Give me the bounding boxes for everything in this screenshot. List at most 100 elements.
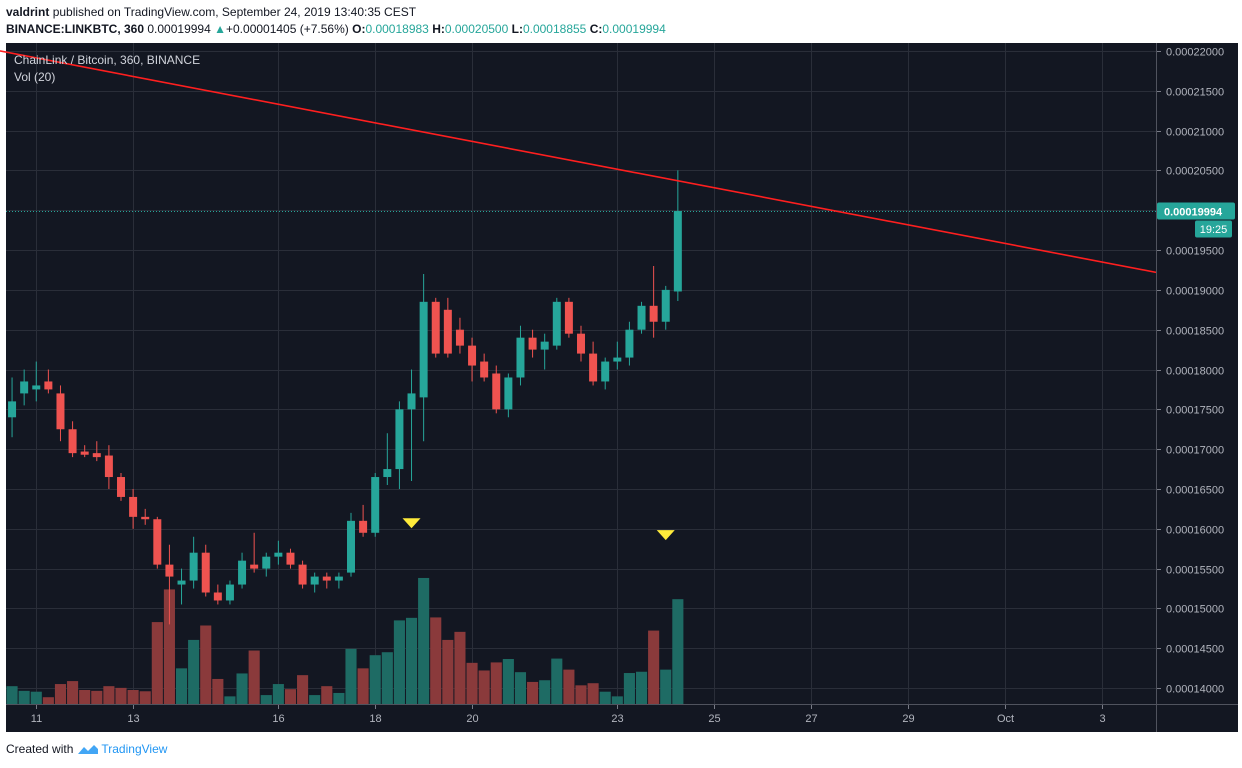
candle-body xyxy=(250,564,259,569)
candle-body xyxy=(8,401,17,418)
y-tick-label: 0.00021500 xyxy=(1166,87,1224,99)
volume-bars xyxy=(6,577,684,704)
candle-body xyxy=(32,385,41,390)
high-label: H: xyxy=(432,22,445,36)
candle-body xyxy=(286,552,295,565)
volume-bar xyxy=(551,658,563,704)
open-label: O: xyxy=(352,22,366,36)
candle-body xyxy=(480,361,489,378)
volume-bar xyxy=(405,617,418,704)
x-tick-label: 3 xyxy=(1099,713,1105,725)
y-tick-label: 0.00016500 xyxy=(1166,485,1224,497)
tradingview-brand[interactable]: TradingView xyxy=(77,742,167,756)
volume-bar xyxy=(79,689,91,704)
candle-body xyxy=(564,301,573,334)
candle-body xyxy=(492,373,501,410)
footer: Created with TradingView xyxy=(6,742,167,756)
volume-bar xyxy=(248,650,260,704)
y-tick-label: 0.00019000 xyxy=(1166,286,1224,298)
candle-body xyxy=(129,496,138,517)
volume-bar xyxy=(393,620,405,704)
signal-marker xyxy=(402,518,421,529)
last-price-text: 0.00019994 xyxy=(147,22,211,36)
high-value: 0.00020500 xyxy=(444,22,509,36)
candle-body xyxy=(117,477,125,497)
candle-body xyxy=(189,552,198,581)
y-tick-label: 0.00017000 xyxy=(1166,445,1224,457)
candle-body xyxy=(165,564,174,577)
volume-bar xyxy=(442,639,454,704)
volume-bar xyxy=(188,639,200,704)
candle-body xyxy=(371,477,380,533)
x-tick-label: 27 xyxy=(805,713,817,725)
candle-body xyxy=(213,592,222,601)
candle-body xyxy=(468,345,477,366)
candle-body xyxy=(347,520,355,573)
candle-body xyxy=(601,361,610,382)
candle-body xyxy=(80,451,89,455)
candle-body xyxy=(528,337,537,350)
x-tick-label: 13 xyxy=(127,713,139,725)
candle-body xyxy=(395,409,404,470)
volume-bar xyxy=(175,668,188,704)
x-tick-label: 23 xyxy=(611,713,623,725)
volume-bar xyxy=(514,672,527,704)
volume-bar xyxy=(18,690,30,704)
x-tick-label: 29 xyxy=(902,713,914,725)
candle-body xyxy=(68,429,77,454)
volume-bar xyxy=(103,686,115,704)
tradingview-logo-icon xyxy=(78,745,99,754)
x-tick-label: 18 xyxy=(369,713,381,725)
candle-body xyxy=(577,333,585,354)
close-value: 0.00019994 xyxy=(602,22,666,36)
volume-bar xyxy=(127,689,139,704)
volume-bar xyxy=(430,617,442,704)
volume-bar xyxy=(224,696,236,704)
candle-body xyxy=(20,381,29,394)
axes: 0.00022000 0.00021500 0.00021000 0.00020500… xyxy=(6,43,1238,732)
overlay-lines xyxy=(0,50,1157,541)
volume-bar xyxy=(369,655,381,704)
last-price-label: 0.00019994 xyxy=(1164,207,1223,219)
candle-body xyxy=(552,301,561,346)
volume-bar xyxy=(478,670,490,704)
candle-body xyxy=(141,516,150,520)
candle-body xyxy=(504,377,513,410)
x-tick-label: 11 xyxy=(31,713,42,725)
candle-body xyxy=(637,305,646,330)
volume-bar xyxy=(67,681,79,704)
candle-body xyxy=(649,305,658,322)
candle-body xyxy=(92,453,101,458)
y-tick-label: 0.00019500 xyxy=(1166,246,1224,258)
chart-background xyxy=(6,43,1238,732)
volume-bar xyxy=(284,689,297,704)
volume-bar xyxy=(54,684,67,704)
volume-bar xyxy=(91,690,103,704)
up-arrow-icon: ▲ xyxy=(214,22,226,36)
volume-bar xyxy=(454,631,466,704)
y-tick-label: 0.00018000 xyxy=(1166,366,1224,378)
candle-body xyxy=(431,301,440,354)
candle-body xyxy=(56,393,65,430)
volume-bar xyxy=(151,622,163,704)
brand-text: TradingView xyxy=(101,742,168,756)
volume-bar xyxy=(297,675,309,704)
author-name[interactable]: valdrint xyxy=(6,5,50,19)
candlestick-chart[interactable]: 0.00022000 0.00021500 0.00021000 0.00020500… xyxy=(0,0,1242,740)
volume-bar xyxy=(502,659,514,704)
volume-bar xyxy=(466,662,478,704)
volume-bar xyxy=(309,695,321,704)
low-value: 0.00018855 xyxy=(522,22,587,36)
volume-bar xyxy=(381,652,393,704)
created-with-text: Created with xyxy=(6,742,74,756)
volume-bar xyxy=(599,691,611,704)
volume-bar xyxy=(539,680,551,704)
chart-legend-title: ChainLink / Bitcoin, 360, BINANCE xyxy=(14,53,200,67)
candle-body xyxy=(201,552,210,593)
y-tick-label: 0.00021000 xyxy=(1166,127,1224,139)
volume-bar xyxy=(115,687,127,704)
candle-body xyxy=(455,329,464,346)
publish-text: published on TradingView.com, September … xyxy=(52,5,417,19)
volume-bar xyxy=(333,692,345,704)
volume-bar xyxy=(6,686,18,704)
